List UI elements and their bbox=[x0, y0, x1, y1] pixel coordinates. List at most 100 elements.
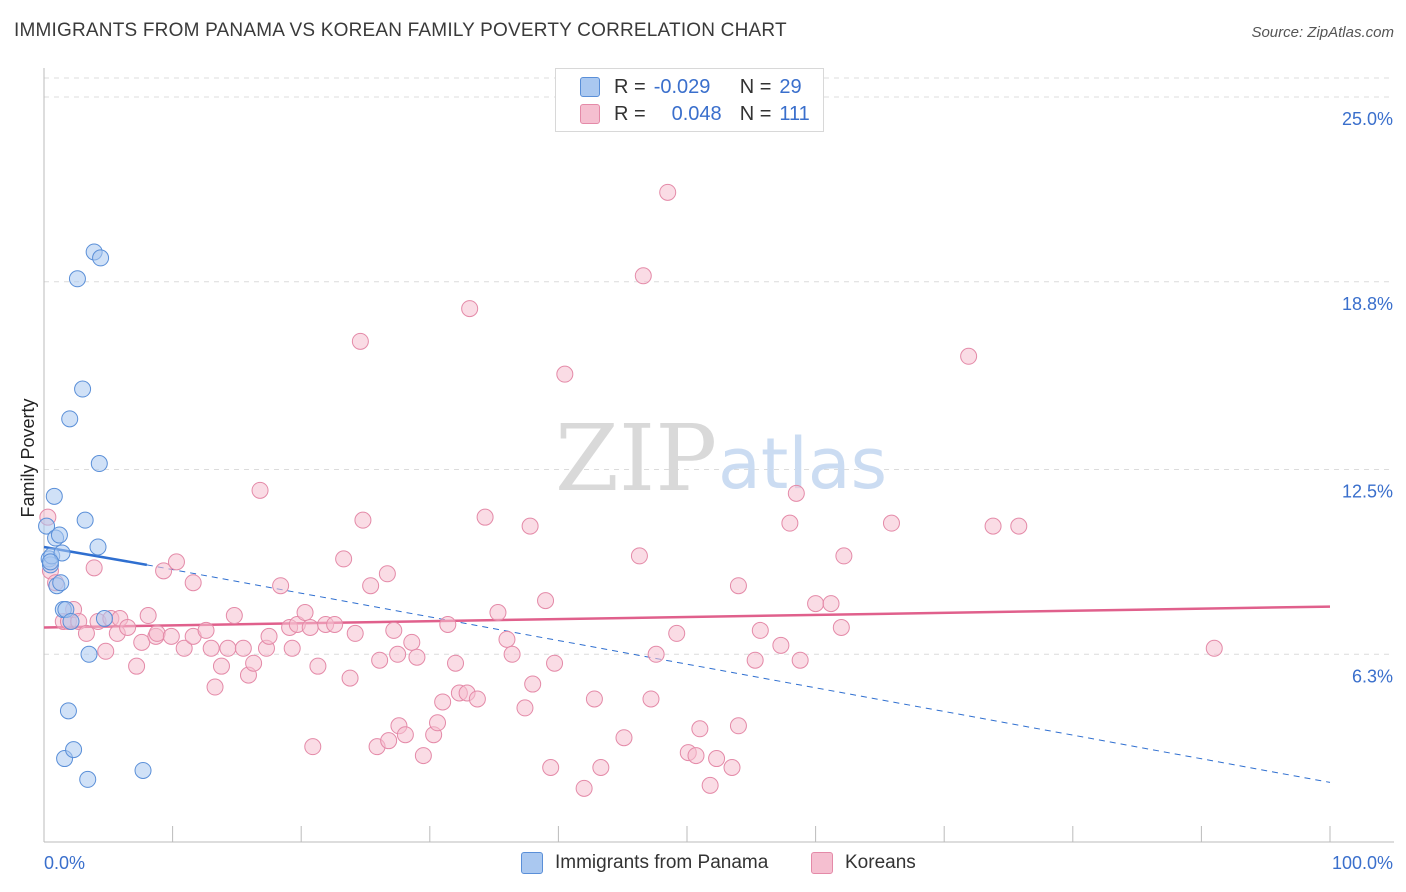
korean-point bbox=[781, 514, 799, 532]
korean-point bbox=[556, 365, 574, 383]
watermark: ZIP atlas bbox=[555, 405, 887, 512]
korean-point bbox=[489, 604, 507, 622]
legend-n-label: N = bbox=[739, 75, 772, 98]
panama-point bbox=[52, 574, 70, 592]
panama-point bbox=[92, 249, 110, 267]
panama-point bbox=[80, 645, 98, 663]
korean-point bbox=[245, 654, 263, 672]
korean-point bbox=[787, 484, 805, 502]
korean-point bbox=[575, 779, 593, 797]
korean-point bbox=[960, 347, 978, 365]
y-tick-label: 12.5% bbox=[1342, 482, 1393, 502]
korean-point bbox=[408, 648, 426, 666]
bottom-swatch-blue bbox=[521, 852, 543, 874]
legend: R = -0.029 N = 29 R = 0.048 N = 111 bbox=[555, 68, 824, 132]
korean-point bbox=[283, 639, 301, 657]
panama-point bbox=[38, 517, 56, 535]
korean-point bbox=[272, 577, 290, 595]
korean-point bbox=[197, 621, 215, 639]
korean-point bbox=[389, 645, 407, 663]
korean-point bbox=[403, 633, 421, 651]
korean-point bbox=[791, 651, 809, 669]
panama-point bbox=[95, 610, 113, 627]
panama-point bbox=[62, 612, 80, 630]
legend-r-label: R = bbox=[614, 102, 646, 125]
korean-point bbox=[476, 508, 494, 526]
legend-n-value: 111 bbox=[779, 102, 810, 125]
korean-point bbox=[708, 750, 726, 768]
korean-point bbox=[882, 514, 900, 532]
korean-point bbox=[592, 759, 610, 776]
korean-point bbox=[701, 776, 719, 794]
korean-point bbox=[225, 607, 243, 625]
axes bbox=[43, 68, 1394, 843]
korean-point bbox=[184, 574, 202, 592]
bottom-legend-panama: Immigrants from Panama bbox=[521, 852, 768, 874]
panama-point bbox=[90, 455, 108, 473]
korean-point bbox=[691, 720, 709, 738]
legend-swatch-blue bbox=[580, 77, 600, 97]
chart-title: IMMIGRANTS FROM PANAMA VS KOREAN FAMILY … bbox=[14, 20, 787, 41]
korean-point bbox=[380, 732, 398, 750]
korean-point bbox=[234, 639, 252, 657]
bottom-legend-koreans: Koreans bbox=[811, 852, 916, 874]
legend-row-panama: R = -0.029 N = 29 bbox=[580, 74, 802, 100]
korean-point bbox=[175, 639, 193, 657]
korean-point bbox=[385, 621, 403, 639]
panama-point bbox=[74, 380, 92, 398]
panama-point bbox=[76, 511, 94, 529]
korean-point bbox=[984, 517, 1002, 535]
korean-point bbox=[1205, 639, 1223, 657]
legend-r-label: R = bbox=[614, 75, 646, 98]
korean-point bbox=[634, 267, 652, 285]
y-tick-label: 6.3% bbox=[1352, 666, 1393, 686]
panama-point bbox=[68, 270, 86, 288]
korean-point bbox=[396, 726, 414, 744]
korean-point bbox=[537, 592, 555, 610]
korean-point bbox=[516, 699, 534, 717]
legend-r-value: -0.029 bbox=[653, 75, 711, 98]
korean-point bbox=[521, 517, 539, 535]
grid-lines bbox=[44, 77, 1394, 655]
korean-point bbox=[751, 621, 769, 639]
panama-point bbox=[45, 487, 63, 505]
korean-point bbox=[524, 675, 542, 693]
panama-point bbox=[89, 538, 107, 556]
korean-point bbox=[615, 729, 633, 747]
korean-point bbox=[304, 738, 322, 756]
korean-point bbox=[85, 559, 103, 577]
korean-point bbox=[630, 547, 648, 565]
korean-point bbox=[326, 615, 344, 633]
korean-point bbox=[807, 595, 825, 613]
korean-point bbox=[429, 714, 447, 732]
korean-point bbox=[260, 627, 278, 645]
korean-point bbox=[128, 657, 146, 675]
korean-point bbox=[585, 690, 603, 708]
korean-point bbox=[723, 759, 741, 776]
korean-point bbox=[687, 747, 705, 765]
korean-point bbox=[729, 577, 747, 595]
korean-point bbox=[822, 595, 840, 613]
panama-point bbox=[79, 770, 97, 788]
korean-point bbox=[341, 669, 359, 687]
bottom-legend-label: Koreans bbox=[845, 852, 916, 873]
korean-point bbox=[77, 624, 95, 642]
legend-row-koreans: R = 0.048 N = 111 bbox=[580, 101, 810, 127]
korean-point bbox=[729, 717, 747, 735]
axis-labels: 6.3% 12.5% 18.8% 25.0% 0.0% 100.0% bbox=[44, 109, 1393, 873]
korean-point bbox=[832, 618, 850, 636]
korean-point bbox=[335, 550, 353, 568]
korean-point bbox=[659, 183, 677, 201]
panama-point bbox=[134, 761, 152, 779]
bottom-legend-label: Immigrants from Panama bbox=[555, 852, 769, 873]
korean-point bbox=[503, 645, 521, 663]
panama-point bbox=[41, 553, 59, 571]
korean-point bbox=[1010, 517, 1028, 535]
panama-trend-extended bbox=[146, 564, 1331, 783]
watermark-zip: ZIP bbox=[555, 405, 717, 512]
korean-point bbox=[351, 332, 369, 350]
korean-point bbox=[542, 759, 560, 776]
korean-point bbox=[119, 618, 137, 636]
korean-point bbox=[97, 642, 115, 660]
korean-point bbox=[309, 657, 327, 675]
